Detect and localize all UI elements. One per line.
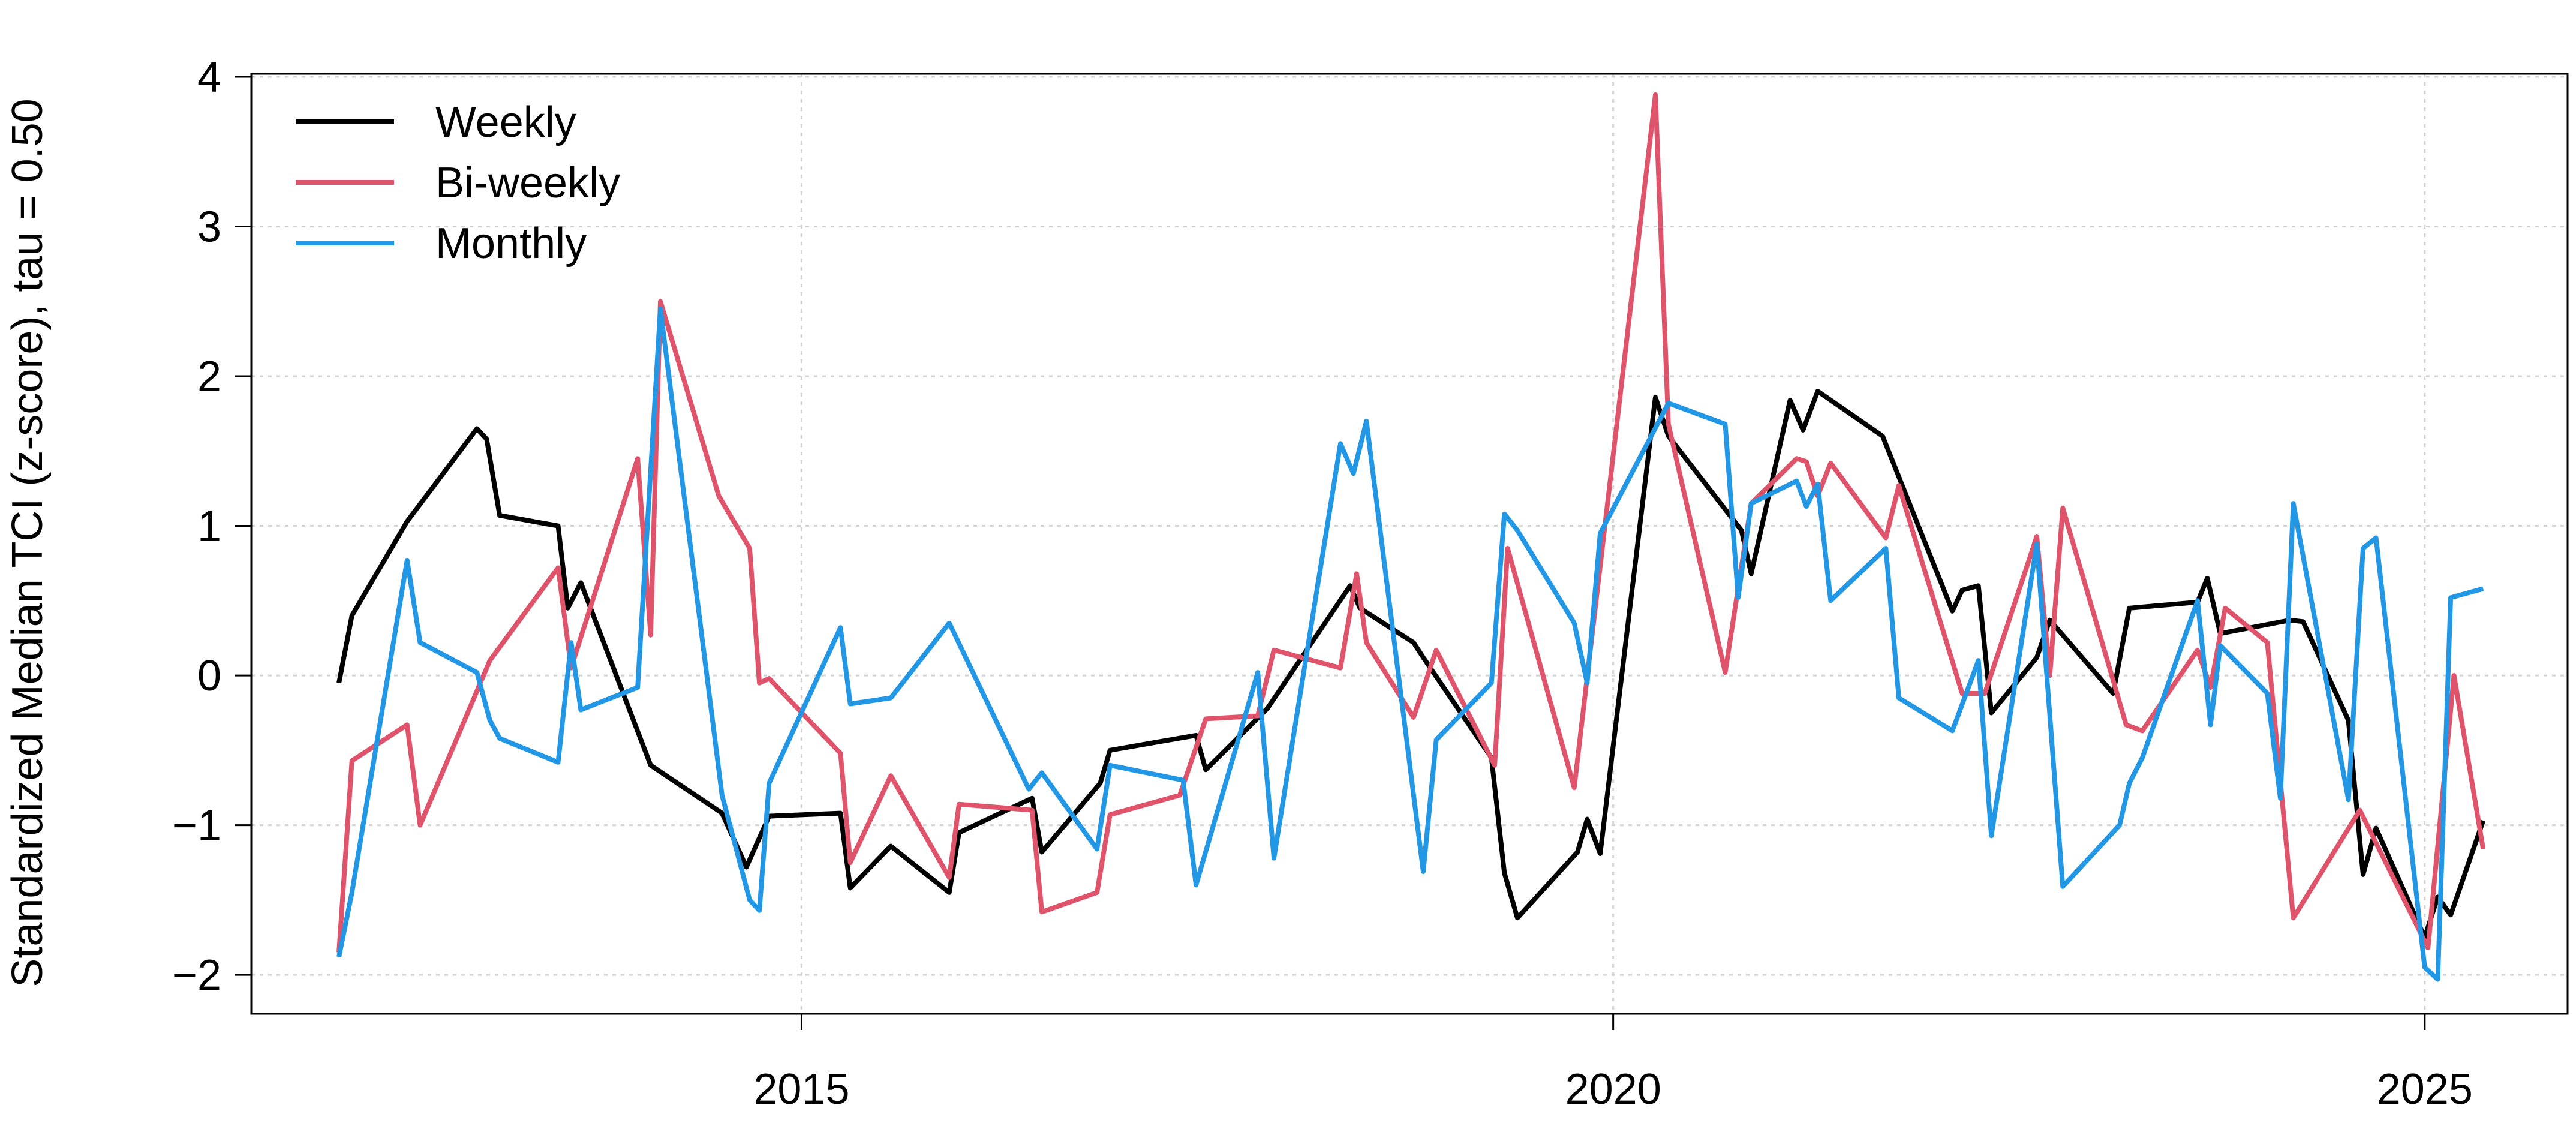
series-line xyxy=(336,92,2486,953)
y-tick-label: 1 xyxy=(197,503,221,551)
series-line xyxy=(336,389,2486,940)
x-tick-label: 2025 xyxy=(2377,1065,2473,1113)
legend-label: Monthly xyxy=(435,220,587,268)
legend-label: Bi-weekly xyxy=(435,159,620,207)
y-axis-label: Standardized Median TCI (z-score), tau =… xyxy=(4,98,52,987)
y-tick-label: 4 xyxy=(197,53,221,101)
plot-frame xyxy=(250,73,2569,1015)
x-tick-label: 2015 xyxy=(753,1065,849,1113)
series-line xyxy=(336,306,2484,982)
legend-label: Weekly xyxy=(435,98,576,146)
y-tick-label: 3 xyxy=(197,203,221,251)
y-tick-label: −1 xyxy=(172,802,221,850)
y-tick-label: 2 xyxy=(197,353,221,401)
y-tick-label: 0 xyxy=(197,652,221,700)
x-tick-label: 2020 xyxy=(1565,1065,1661,1113)
y-tick-label: −2 xyxy=(172,951,221,999)
